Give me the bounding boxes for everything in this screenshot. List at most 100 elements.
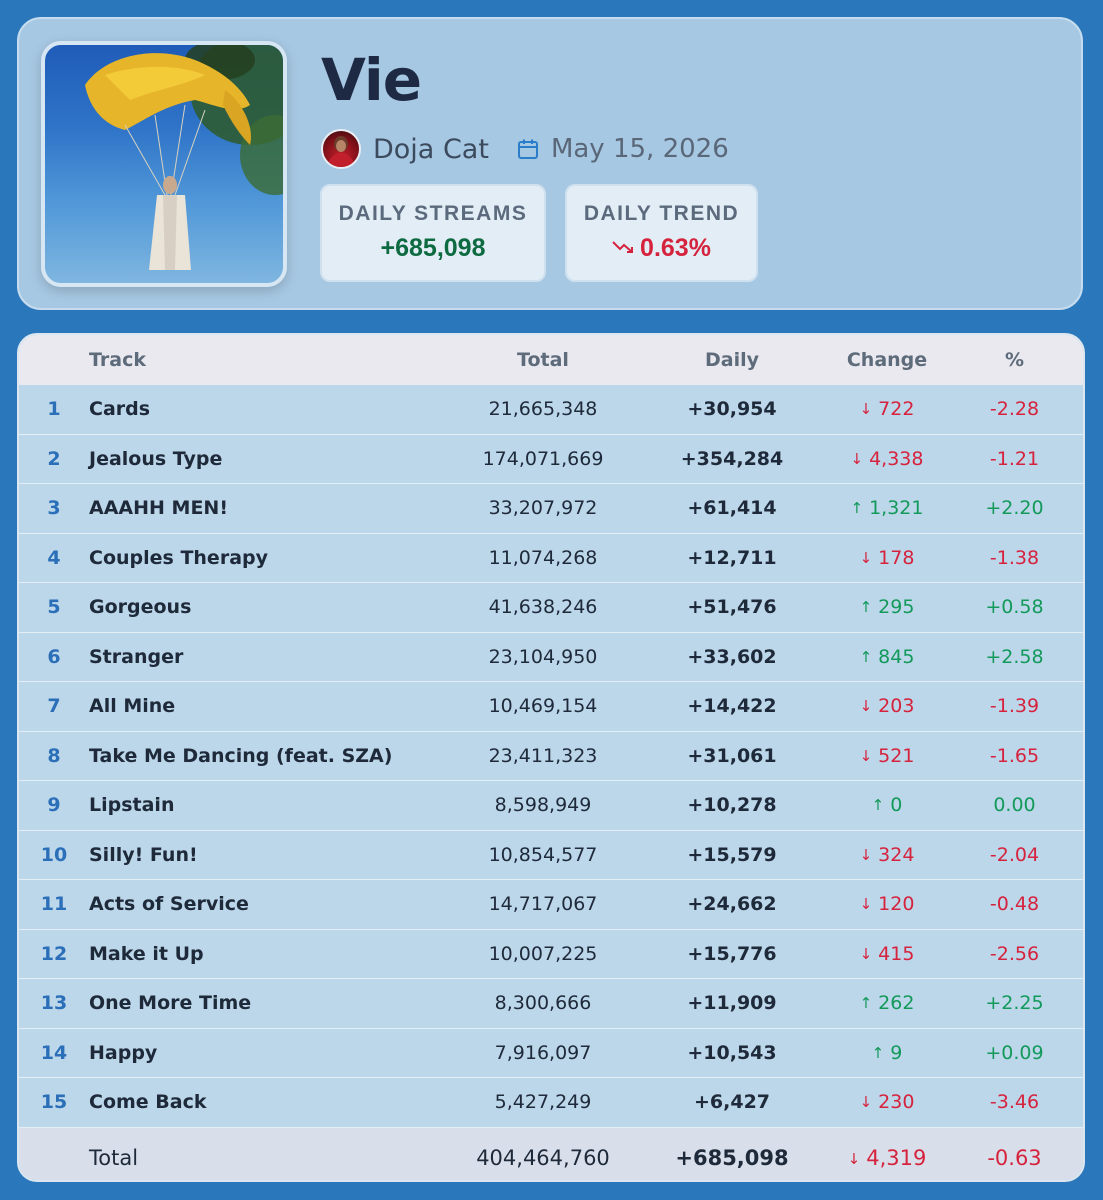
track-name[interactable]: Take Me Dancing (feat. SZA) [89, 744, 393, 767]
daily-streams-label: DAILY STREAMS [338, 202, 528, 225]
arrow-down-icon: ↓ [859, 944, 873, 963]
table-row[interactable]: 14 Happy 7,916,097 +10,543 ↑ 9 +0.09 [19, 1029, 1083, 1078]
track-name[interactable]: One More Time [89, 992, 252, 1015]
album-cover-image [41, 41, 287, 287]
album-meta: Doja Cat May 15, 2026 [321, 127, 729, 171]
track-daily: +51,476 [687, 596, 777, 619]
track-name[interactable]: Lipstain [89, 794, 175, 817]
track-total: 23,411,323 [488, 744, 598, 767]
table-row[interactable]: 15 Come Back 5,427,249 +6,427 ↓ 230 -3.46 [19, 1078, 1083, 1128]
daily-trend-card: DAILY TREND 0.63% [565, 184, 758, 282]
track-pct: -3.46 [989, 1091, 1040, 1114]
table-row[interactable]: 8 Take Me Dancing (feat. SZA) 23,411,323 +3… [19, 732, 1083, 781]
arrow-down-icon: ↓ [859, 895, 873, 914]
track-change-value: 178 [878, 546, 915, 569]
track-pct: +0.58 [985, 596, 1044, 619]
table-header: Track Total Daily Change % [19, 335, 1083, 385]
row-number: 10 [40, 843, 68, 866]
track-change-value: 415 [878, 942, 915, 965]
daily-trend-label: DAILY TREND [583, 202, 740, 225]
arrow-up-icon: ↑ [871, 1043, 885, 1062]
arrow-down-icon: ↓ [859, 697, 873, 716]
header-daily[interactable]: Daily [704, 349, 759, 371]
footer-label: Total [89, 1145, 139, 1170]
footer-pct: -0.63 [987, 1145, 1042, 1170]
release-date: May 15, 2026 [550, 134, 729, 164]
table-row[interactable]: 3 AAAHH MEN! 33,207,972 +61,414 ↑ 1,321 +2.20 [19, 484, 1083, 534]
track-total: 23,104,950 [488, 645, 598, 668]
track-name[interactable]: AAAHH MEN! [89, 497, 228, 520]
header-total[interactable]: Total [517, 349, 569, 371]
table-row[interactable]: 6 Stranger 23,104,950 +33,602 ↑ 845 +2.58 [19, 633, 1083, 682]
row-number: 4 [47, 546, 61, 569]
track-pct: +2.20 [985, 497, 1044, 520]
table-row[interactable]: 4 Couples Therapy 11,074,268 +12,711 ↓ 178 -1.… [19, 534, 1083, 583]
track-daily: +15,776 [687, 942, 777, 965]
artist-avatar[interactable] [321, 129, 361, 169]
table-row[interactable]: 13 One More Time 8,300,666 +11,909 ↑ 262 +2.25 [19, 979, 1083, 1029]
footer-total: 404,464,760 [476, 1145, 610, 1170]
track-total: 10,854,577 [488, 843, 598, 866]
row-number: 7 [47, 695, 61, 718]
track-daily: +12,711 [687, 546, 777, 569]
track-change-value: 0 [890, 794, 903, 817]
footer-change: ↓ 4,319 [827, 1146, 947, 1170]
row-number: 15 [40, 1091, 68, 1114]
table-row[interactable]: 12 Make it Up 10,007,225 +15,776 ↓ 415 -2.56 [19, 930, 1083, 979]
table-row[interactable]: 2 Jealous Type 174,071,669 +354,284 ↓ 4,338 -1… [19, 435, 1083, 484]
table-row[interactable]: 11 Acts of Service 14,717,067 +24,662 ↓ 120 -0… [19, 880, 1083, 930]
track-change: ↑ 845 [827, 646, 947, 668]
track-change: ↑ 0 [827, 794, 947, 816]
track-name[interactable]: Come Back [89, 1091, 207, 1114]
track-pct: -1.39 [989, 695, 1040, 718]
daily-trend-row: 0.63% [567, 234, 756, 263]
table-row[interactable]: 9 Lipstain 8,598,949 +10,278 ↑ 0 0.00 [19, 781, 1083, 831]
track-change: ↑ 295 [827, 596, 947, 618]
table-row[interactable]: 5 Gorgeous 41,638,246 +51,476 ↑ 295 +0.58 [19, 583, 1083, 633]
row-number: 5 [47, 596, 61, 619]
arrow-down-icon: ↓ [847, 1149, 861, 1168]
track-daily: +10,278 [687, 794, 777, 817]
track-name[interactable]: Happy [89, 1041, 158, 1064]
track-name[interactable]: Silly! Fun! [89, 843, 198, 866]
arrow-up-icon: ↑ [859, 994, 873, 1013]
track-total: 7,916,097 [494, 1041, 592, 1064]
track-change: ↓ 230 [827, 1091, 947, 1113]
daily-streams-card: DAILY STREAMS +685,098 [320, 184, 546, 282]
track-pct: +2.58 [985, 645, 1044, 668]
track-change-value: 1,321 [869, 497, 924, 520]
table-row[interactable]: 7 All Mine 10,469,154 +14,422 ↓ 203 -1.39 [19, 682, 1083, 732]
footer-daily: +685,098 [675, 1145, 789, 1170]
arrow-up-icon: ↑ [859, 647, 873, 666]
track-change-value: 120 [878, 893, 915, 916]
table-row[interactable]: 10 Silly! Fun! 10,854,577 +15,579 ↓ 324 -2.04 [19, 831, 1083, 880]
track-name[interactable]: Jealous Type [89, 447, 223, 470]
track-name[interactable]: Couples Therapy [89, 546, 268, 569]
track-name[interactable]: Gorgeous [89, 596, 192, 619]
track-name[interactable]: Make it Up [89, 942, 204, 965]
track-daily: +11,909 [687, 992, 777, 1015]
track-total: 41,638,246 [488, 596, 598, 619]
track-total: 21,665,348 [488, 398, 598, 421]
artist-name[interactable]: Doja Cat [373, 133, 489, 165]
track-daily: +30,954 [687, 398, 777, 421]
track-name[interactable]: All Mine [89, 695, 176, 718]
track-change-value: 230 [878, 1091, 915, 1114]
track-change-value: 262 [878, 992, 915, 1015]
track-name[interactable]: Stranger [89, 645, 184, 668]
track-name[interactable]: Cards [89, 398, 151, 421]
track-change-value: 295 [878, 596, 915, 619]
header-change[interactable]: Change [846, 349, 928, 371]
header-track[interactable]: Track [89, 349, 146, 371]
track-total: 174,071,669 [482, 447, 604, 470]
track-daily: +10,543 [687, 1041, 777, 1064]
track-name[interactable]: Acts of Service [89, 893, 249, 916]
header-pct[interactable]: % [1004, 349, 1025, 371]
track-change: ↑ 1,321 [827, 497, 947, 519]
table-footer: Total 404,464,760 +685,098 ↓ 4,319 -0.63 [19, 1127, 1083, 1180]
track-total: 8,598,949 [494, 794, 592, 817]
track-daily: +61,414 [687, 497, 777, 520]
table-row[interactable]: 1 Cards 21,665,348 +30,954 ↓ 722 -2.28 [19, 385, 1083, 435]
track-daily: +24,662 [687, 893, 777, 916]
track-change: ↑ 9 [827, 1042, 947, 1064]
